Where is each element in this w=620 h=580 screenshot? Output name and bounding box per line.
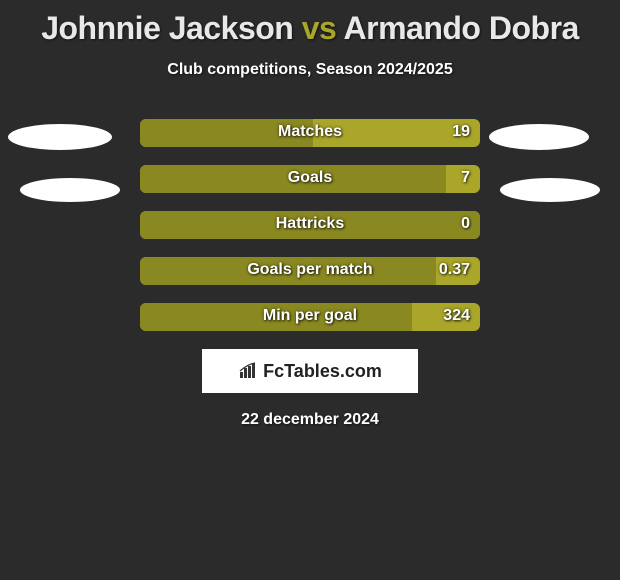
stat-row: Matches19: [0, 119, 620, 147]
bar-chart-icon: [238, 362, 258, 380]
logo: FcTables.com: [238, 361, 382, 382]
vs-text: vs: [293, 10, 343, 46]
stat-row: Hattricks0: [0, 211, 620, 239]
stat-row: Goals7: [0, 165, 620, 193]
logo-text: FcTables.com: [263, 361, 382, 382]
bar-fill: [140, 165, 446, 193]
subtitle: Club competitions, Season 2024/2025: [0, 61, 620, 79]
date-text: 22 december 2024: [0, 411, 620, 429]
stat-row: Min per goal324: [0, 303, 620, 331]
bar-fill: [140, 303, 412, 331]
stat-row: Goals per match0.37: [0, 257, 620, 285]
bar-fill: [140, 211, 480, 239]
logo-box: FcTables.com: [202, 349, 418, 393]
player2-name: Armando Dobra: [344, 10, 579, 46]
comparison-title: Johnnie Jackson vs Armando Dobra: [0, 0, 620, 47]
player1-name: Johnnie Jackson: [41, 10, 293, 46]
bar-fill: [140, 119, 313, 147]
stats-chart: Matches19 Goals7 Hattricks0 Goals per match…: [0, 119, 620, 331]
bar-fill: [140, 257, 436, 285]
